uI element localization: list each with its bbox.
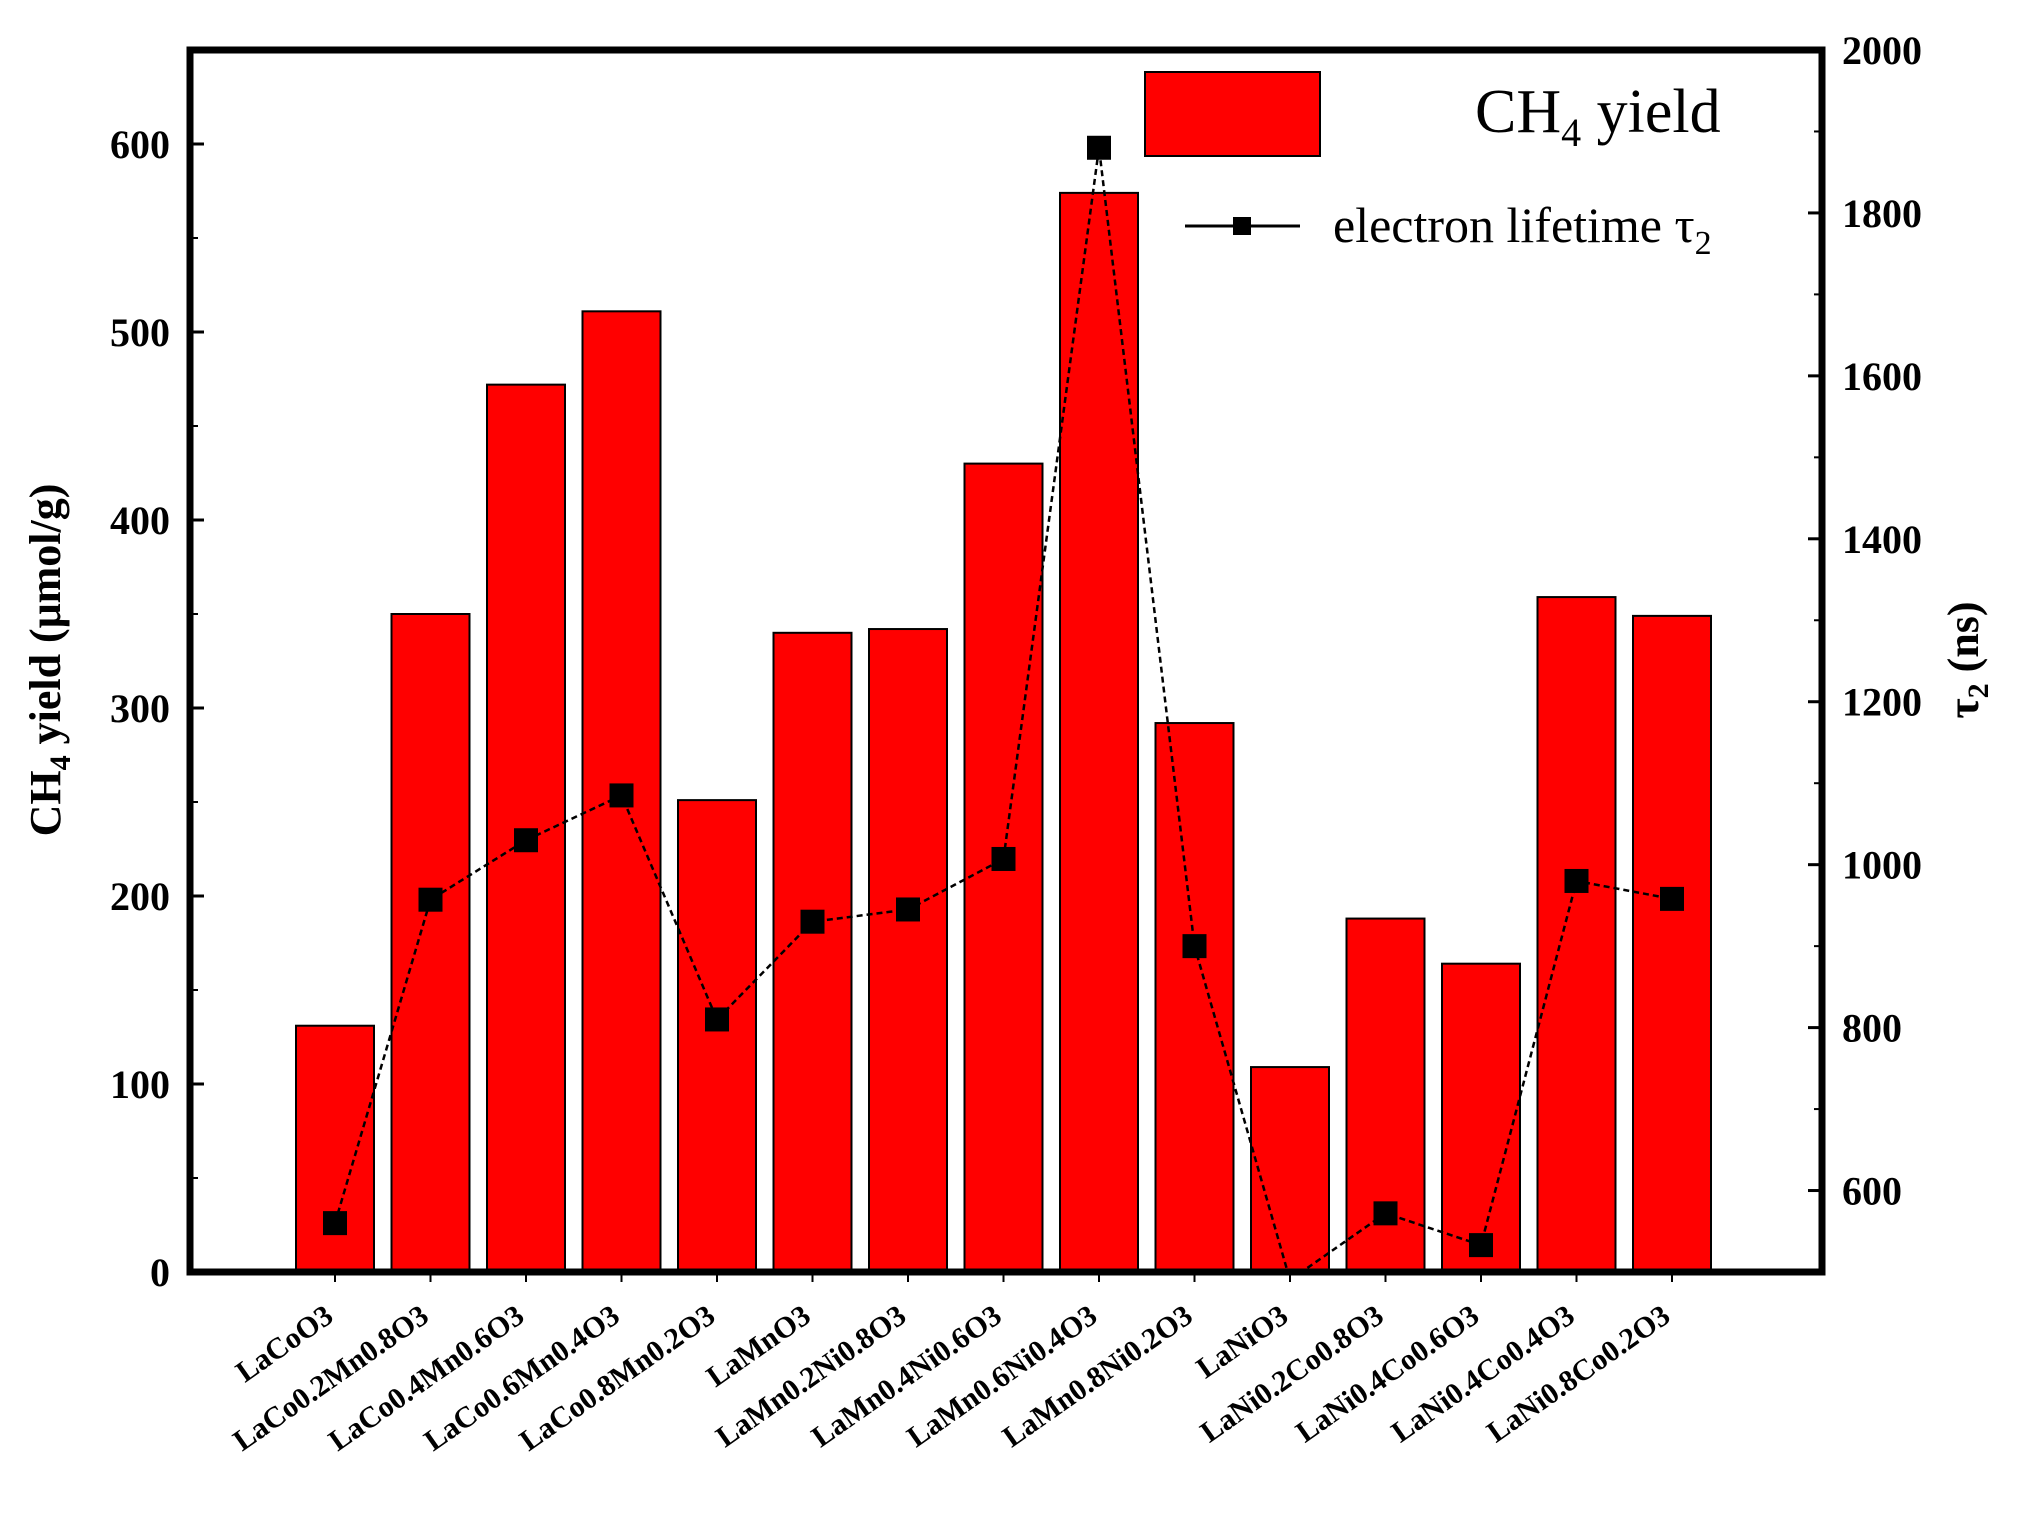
bar — [1632, 614, 1712, 1273]
right-tick-label: 1800 — [1842, 191, 1922, 236]
legend-line-label: electron lifetime τ2 — [1333, 197, 1712, 262]
left-tick-label: 400 — [110, 498, 170, 543]
lifetime-line — [333, 147, 1673, 1272]
right-tick-label: 2000 — [1842, 28, 1922, 73]
left-tick-label: 100 — [110, 1062, 170, 1107]
left-axis: 0 100 200 300 400 500 600 — [110, 122, 204, 1295]
bar — [772, 631, 853, 1273]
right-axis-title: τ2 (ns) — [1939, 601, 1995, 718]
lifetime-point — [418, 887, 443, 912]
left-tick-label: 0 — [150, 1250, 170, 1295]
right-tick-label: 800 — [1842, 1006, 1902, 1051]
lifetime-point — [609, 783, 634, 808]
right-tick-label: 1600 — [1842, 354, 1922, 399]
bar — [1441, 962, 1521, 1273]
plot-frame — [186, 46, 1826, 1276]
bar — [677, 799, 757, 1273]
lifetime-point — [705, 1007, 729, 1032]
left-tick-label: 600 — [110, 122, 170, 167]
bar — [868, 628, 948, 1273]
legend-bar-label: CH4 yield — [1475, 78, 1721, 155]
lifetime-point — [1182, 934, 1207, 959]
bar — [1059, 191, 1139, 1273]
left-tick-label: 300 — [110, 686, 170, 731]
legend: CH4 yield electron lifetime τ2 — [1144, 71, 1721, 262]
lifetime-point — [896, 897, 920, 922]
lifetime-point — [800, 909, 825, 934]
lifetime-point — [1564, 868, 1589, 893]
lifetime-point — [323, 1211, 347, 1236]
bar — [1250, 1066, 1330, 1273]
legend-line-marker — [1233, 217, 1251, 235]
right-axis: 600 800 1000 1200 1400 1600 1800 2000 — [1808, 28, 1922, 1214]
lifetime-point — [1469, 1233, 1493, 1258]
left-tick-label: 500 — [110, 310, 170, 355]
lifetime-point — [1087, 135, 1111, 160]
left-tick-label: 200 — [110, 874, 170, 919]
bar — [390, 613, 471, 1273]
right-tick-label: 1000 — [1842, 843, 1922, 888]
right-tick-label: 1400 — [1842, 517, 1922, 562]
right-tick-label: 600 — [1842, 1169, 1902, 1214]
line-series — [323, 135, 1684, 1272]
lifetime-point — [514, 828, 538, 853]
lifetime-point — [991, 846, 1016, 871]
bar — [1154, 722, 1235, 1273]
bar — [1536, 596, 1617, 1273]
legend-bar-swatch — [1144, 71, 1321, 157]
lifetime-point — [1373, 1201, 1398, 1226]
left-axis-title: CH4 yield (μmol/g) — [21, 484, 77, 837]
right-tick-label: 1200 — [1842, 680, 1922, 725]
lifetime-point — [1660, 886, 1684, 911]
